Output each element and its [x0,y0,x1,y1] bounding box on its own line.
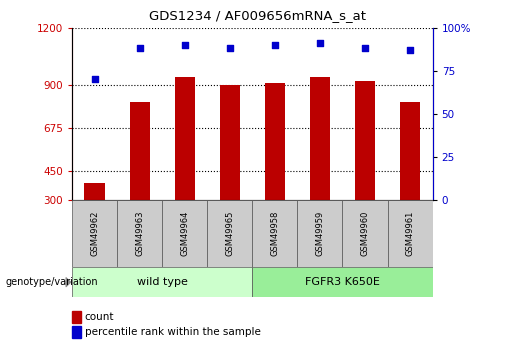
Text: GSM49963: GSM49963 [135,211,144,256]
Bar [207,200,252,267]
Polygon shape [66,277,71,287]
Bar [162,200,207,267]
Bar [310,77,330,258]
Bar [297,200,342,267]
Point [181,42,189,48]
Bar [72,200,117,267]
Bar [72,326,81,338]
Bar [130,102,150,258]
Bar [400,102,420,258]
Text: GSM49960: GSM49960 [360,211,369,256]
Bar [387,200,433,267]
Text: FGFR3 K650E: FGFR3 K650E [305,277,380,287]
Bar [117,200,162,267]
Point [316,40,324,46]
Text: count: count [84,312,114,322]
Text: genotype/variation: genotype/variation [5,277,98,287]
Bar [265,83,285,258]
Point [226,46,234,51]
Text: GSM49959: GSM49959 [316,211,324,256]
Text: GSM49964: GSM49964 [180,211,189,256]
Bar [355,81,375,258]
Text: GDS1234 / AF009656mRNA_s_at: GDS1234 / AF009656mRNA_s_at [149,9,366,22]
Bar [342,200,387,267]
Bar [175,77,195,258]
Point [135,46,144,51]
Text: GSM49962: GSM49962 [90,211,99,256]
Bar [84,183,105,258]
Bar [72,310,81,323]
Text: GSM49965: GSM49965 [226,211,234,256]
Bar [252,267,433,297]
Text: percentile rank within the sample: percentile rank within the sample [84,327,261,337]
Point [271,42,279,48]
Bar [252,200,297,267]
Bar [220,85,240,258]
Text: GSM49961: GSM49961 [406,211,415,256]
Text: wild type: wild type [137,277,187,287]
Point [361,46,369,51]
Point [91,77,99,82]
Text: GSM49958: GSM49958 [270,211,279,256]
Point [406,47,414,53]
Bar [72,267,252,297]
